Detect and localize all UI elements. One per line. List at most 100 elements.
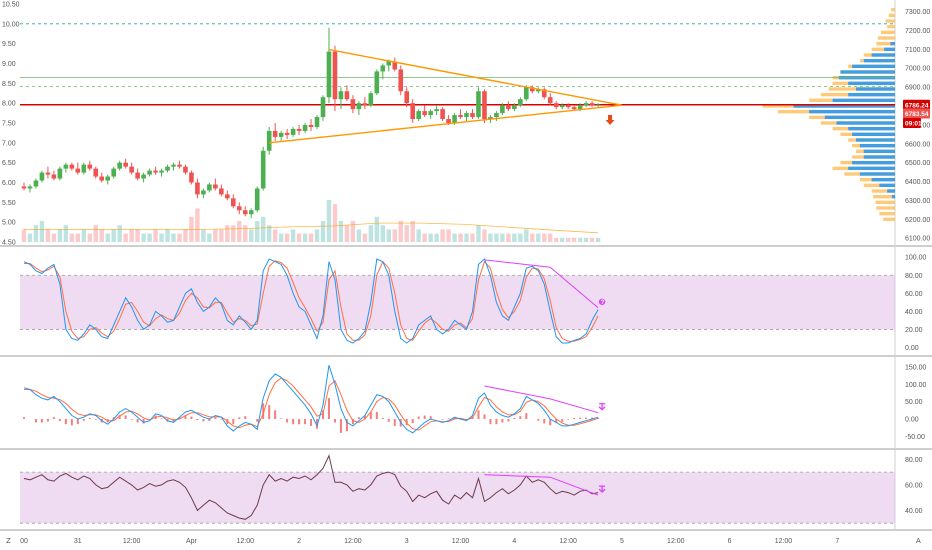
macd-histogram-bar [519, 416, 522, 419]
candle-body [225, 194, 230, 199]
time-axis-label: 6 [728, 538, 732, 545]
time-axis-label: 12:00 [236, 538, 254, 545]
macd-histogram-bar [23, 417, 25, 419]
volume-bar [237, 221, 242, 242]
volume-profile-bar [840, 70, 895, 74]
candle-body [111, 168, 116, 177]
volume-bar [207, 233, 212, 242]
macd-histogram-bar [363, 415, 366, 419]
candle-body [51, 174, 57, 179]
volume-bar [512, 233, 517, 242]
candle-body [183, 166, 188, 173]
volume-bar [261, 216, 266, 242]
candle-body [207, 184, 212, 191]
volume-bar [201, 229, 206, 242]
volume-profile-bar [848, 92, 895, 97]
candle-body [57, 168, 63, 179]
macd-histogram-bar [34, 418, 37, 423]
macd-histogram-bar [304, 418, 307, 425]
volume-bar [536, 233, 541, 242]
right-axis-tick: 6200.00 [905, 217, 930, 224]
macd-histogram-bar [244, 416, 247, 419]
volume-bar [518, 233, 523, 242]
candle-body [524, 87, 529, 100]
macd-histogram-bar [322, 410, 324, 419]
volume-bar [368, 225, 374, 242]
volume-bar [332, 204, 338, 242]
left-axis-tick: 8.00 [2, 101, 16, 108]
time-axis-label: 5 [620, 538, 624, 545]
candle-body [518, 99, 523, 106]
candle-body [380, 65, 386, 72]
candle-body [75, 168, 81, 173]
macd-histogram-bar [453, 417, 456, 419]
candle-body [165, 166, 170, 171]
volume-bar [565, 237, 571, 242]
time-axis-label: 12:00 [775, 538, 793, 545]
indicator-axis-tick: 20.00 [905, 327, 923, 334]
macd-histogram-bar [82, 418, 85, 421]
right-axis-tick: 7200.00 [905, 28, 930, 35]
volume-bar [476, 225, 481, 242]
volume-profile-bar [871, 47, 895, 52]
price-tag-label: 6786.24 [905, 102, 929, 109]
volume-profile-bar [863, 58, 895, 63]
volume-bar [272, 229, 278, 242]
volume-bar [177, 233, 182, 242]
macd-histogram-bar [64, 418, 67, 425]
price-pane[interactable]: 10.50 10.00 9.50 9.00 8.50 8.00 7.50 7.00 6.50 6.… [2, 2, 930, 247]
macd-histogram-bar [214, 417, 217, 419]
indicator-axis-tick: 80.00 [905, 273, 923, 280]
divergence-line [484, 259, 599, 309]
volume-bar [577, 237, 583, 242]
candle-body [398, 69, 404, 92]
candle-body [314, 117, 320, 127]
volume-bar [506, 233, 511, 242]
candle-body [583, 103, 589, 106]
volume-profile-bar [888, 13, 895, 18]
candle-body [422, 111, 427, 116]
volume-bar [147, 233, 152, 242]
candle-body [195, 182, 200, 195]
volume-profile-bar [891, 7, 895, 12]
indicator-axis-tick: 40.00 [905, 508, 923, 515]
macd-signal-line [24, 377, 599, 431]
candle-body [476, 91, 481, 118]
candle-body [147, 170, 152, 175]
volume-bar [111, 229, 116, 242]
macd-histogram-bar [268, 405, 271, 419]
volume-bar [488, 233, 493, 242]
candle-body [45, 172, 51, 175]
volume-profile-bar [863, 155, 895, 159]
volume-profile-bar [876, 206, 895, 210]
auto-scale-icon[interactable]: A [916, 537, 921, 545]
stochastic-pane[interactable]: 100.00 80.00 60.00 40.00 20.00 0.00? [20, 255, 927, 352]
candle-body [338, 91, 344, 100]
macd-histogram-bar [423, 415, 426, 419]
candle-body [135, 172, 140, 179]
rsi-pane[interactable]: 80.00 60.00 40.00 [20, 454, 923, 524]
left-axis-tick: 6.00 [2, 180, 16, 187]
macd-histogram-bar [441, 418, 444, 420]
macd-histogram-bar [477, 410, 480, 419]
right-axis-tick: 6100.00 [905, 236, 930, 243]
volume-bar [153, 229, 158, 242]
macd-pane[interactable]: 150.00 100.00 50.00 0.00 -50.00 [23, 364, 927, 441]
macd-histogram-bar [130, 418, 133, 420]
volume-profile-bar [832, 98, 895, 103]
volume-profile-bar [885, 19, 895, 23]
left-axis-tick: 9.00 [2, 61, 16, 68]
volume-bar [308, 233, 314, 242]
candle-body [69, 164, 75, 169]
left-axis-tick: 7.00 [2, 140, 16, 147]
macd-histogram-bar [310, 418, 313, 426]
rsi-line [23, 454, 599, 520]
corner-left-icon[interactable]: Z [6, 537, 11, 545]
volume-bar [45, 229, 51, 242]
candle-body [141, 174, 146, 179]
macd-histogram-bar [387, 418, 390, 422]
volume-profile-bar [824, 115, 895, 120]
candle-body [512, 105, 517, 110]
price-tag [903, 108, 930, 119]
